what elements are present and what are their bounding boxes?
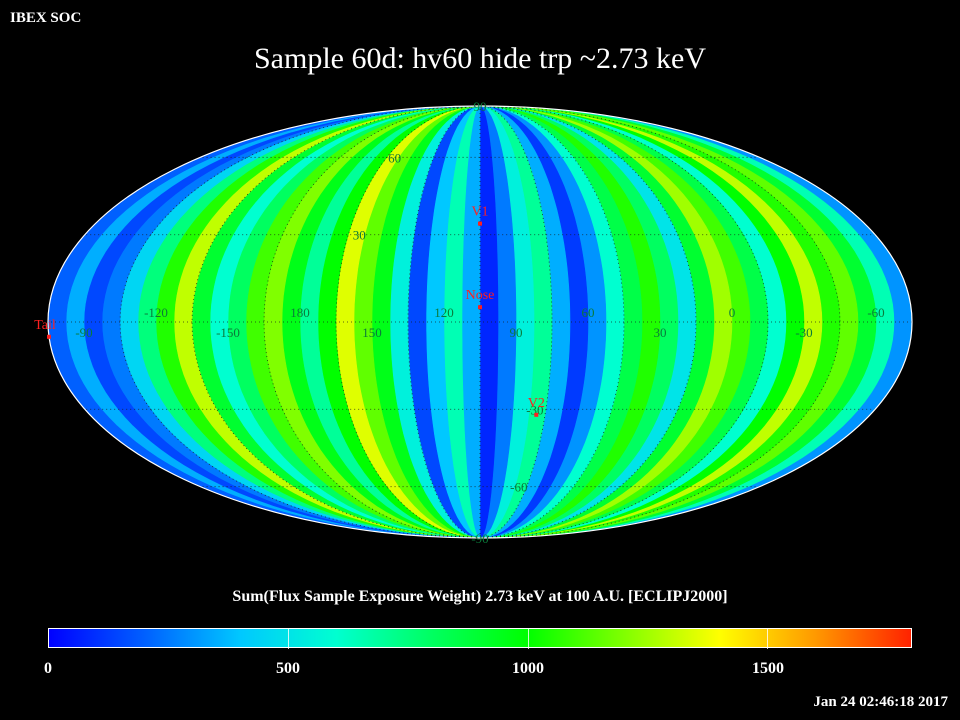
lon-tick-label: -120 (144, 305, 168, 320)
lon-tick-label: 30 (654, 325, 667, 340)
meridian-line (119, 106, 481, 538)
lat-tick-label: -30 (526, 402, 543, 417)
colorbar-tick-label: 1500 (752, 660, 784, 677)
lon-tick-label: 60 (582, 305, 595, 320)
marker-point (47, 334, 51, 339)
lat-tick-label: 90 (474, 99, 487, 114)
marker-label: V1 (471, 205, 488, 220)
lat-tick-label: -90 (471, 531, 488, 546)
lat-tick-label: -60 (510, 480, 527, 495)
lat-tick-label: 60 (388, 150, 401, 165)
marker-point (478, 305, 482, 310)
meridian-line (479, 106, 841, 538)
map-outline (47, 105, 913, 539)
lon-tick-label: 180 (290, 305, 310, 320)
lon-tick-label: -90 (75, 325, 92, 340)
colorbar-tick (527, 629, 529, 649)
colorbar-title: Sum(Flux Sample Exposure Weight) 2.73 ke… (232, 588, 728, 605)
marker-point (478, 221, 482, 226)
org-label: IBEX SOC (10, 10, 82, 26)
sky-map: 60 30 0 -30 -60 -90 -120 -150 180 150 120 90 90 60 30 -… (34, 99, 913, 546)
chart-title: Sample 60d: hv60 hide trp ~2.73 keV (253, 42, 706, 75)
marker-label: Nose (466, 288, 495, 303)
timestamp: Jan 24 02:46:18 2017 (813, 694, 948, 710)
lon-tick-label: 120 (434, 305, 454, 320)
lon-tick-label: 90 (510, 325, 523, 340)
lon-tick-label: -30 (795, 325, 812, 340)
lat-tick-label: 30 (353, 228, 366, 243)
lon-tick-label: -60 (867, 305, 884, 320)
marker-point (534, 412, 539, 417)
colorbar-tick (288, 629, 290, 649)
colorbar-tick-label: 500 (276, 660, 300, 677)
lon-tick-label: 0 (729, 305, 736, 320)
marker-label: Tail (34, 318, 56, 333)
marker-label: V2 (528, 396, 545, 411)
colorbar-tick-label: 0 (44, 660, 52, 677)
colorbar-tick (767, 629, 769, 649)
lon-tick-label: 150 (362, 325, 382, 340)
axis-labels: 60 30 0 -30 -60 -90 -120 -150 180 150 120 90 90 60 30 -… (75, 99, 884, 546)
meridian-line (335, 106, 481, 538)
colorbar-tick-label: 1000 (512, 660, 544, 677)
meridian-line (479, 106, 553, 538)
markers: V1 Nose Tail V2 (34, 205, 545, 417)
lon-tick-label: -150 (216, 325, 240, 340)
meridian-line (407, 106, 481, 538)
meridian-line (479, 106, 625, 538)
colorbar (48, 628, 912, 649)
flux-stripes (48, 106, 912, 538)
